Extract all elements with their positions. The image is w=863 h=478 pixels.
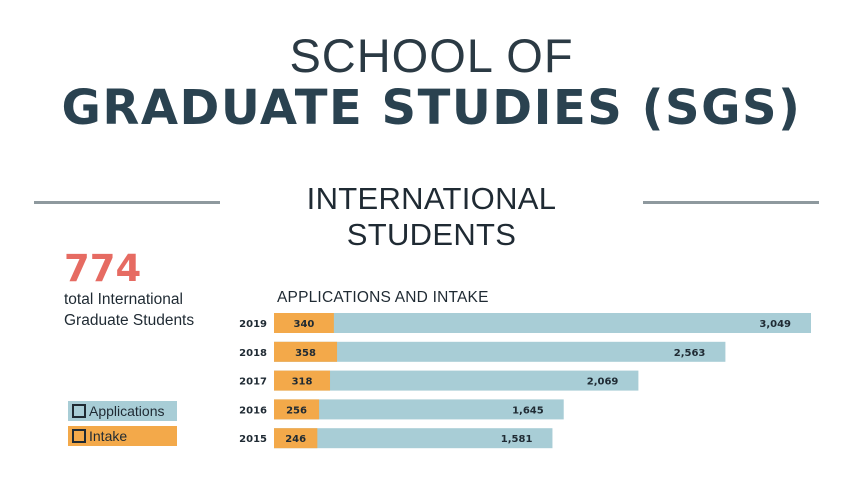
title-school-of: SCHOOL OF: [289, 29, 574, 82]
section-rule-left: [34, 201, 220, 204]
applications-bar-2017: [274, 370, 639, 391]
year-label-2017: 2017: [239, 377, 267, 388]
intake-value-2019: 340: [294, 319, 315, 330]
intake-value-2016: 256: [286, 405, 307, 416]
legend-applications-label: Applications: [89, 403, 165, 419]
intake-bar-2019: [274, 313, 334, 333]
year-label-2019: 2019: [239, 319, 267, 330]
applications-value-2018: 2,563: [674, 348, 706, 359]
intake-bar-2018: [274, 341, 338, 362]
applications-bar-2016: [274, 399, 564, 420]
year-label-2015: 2015: [239, 434, 267, 445]
intake-value-2015: 246: [285, 434, 306, 445]
applications-value-2017: 2,069: [587, 377, 619, 388]
intake-bar-2017: [274, 370, 331, 391]
legend-box-icon: [72, 429, 86, 443]
intake-bar-2015: [274, 428, 318, 449]
intake-value-2018: 358: [295, 348, 316, 359]
intake-value-2017: 318: [292, 377, 313, 388]
year-label-2018: 2018: [239, 348, 267, 359]
section-heading: INTERNATIONAL STUDENTS: [306, 181, 557, 252]
applications-value-2016: 1,645: [512, 405, 544, 416]
legend-intake-label: Intake: [89, 428, 128, 444]
title-graduate-studies: GRADUATE STUDIES (SGS): [61, 80, 802, 136]
year-label-2016: 2016: [239, 405, 267, 416]
legend-applications: Applications: [68, 401, 177, 421]
applications-value-2019: 3,049: [759, 319, 791, 330]
total-students-label: total International Graduate Students: [64, 291, 195, 329]
section-rule-right: [643, 201, 819, 204]
applications-bar-2015: [274, 428, 553, 449]
legend-intake: Intake: [68, 426, 177, 446]
applications-bar-2018: [274, 341, 726, 362]
applications-bar-2019: [274, 313, 811, 333]
intake-bar-2016: [274, 399, 320, 420]
chart-title: APPLICATIONS AND INTAKE: [277, 289, 489, 306]
legend-box-icon: [72, 404, 86, 418]
total-students-number: 774: [64, 247, 142, 290]
applications-value-2015: 1,581: [501, 434, 533, 445]
